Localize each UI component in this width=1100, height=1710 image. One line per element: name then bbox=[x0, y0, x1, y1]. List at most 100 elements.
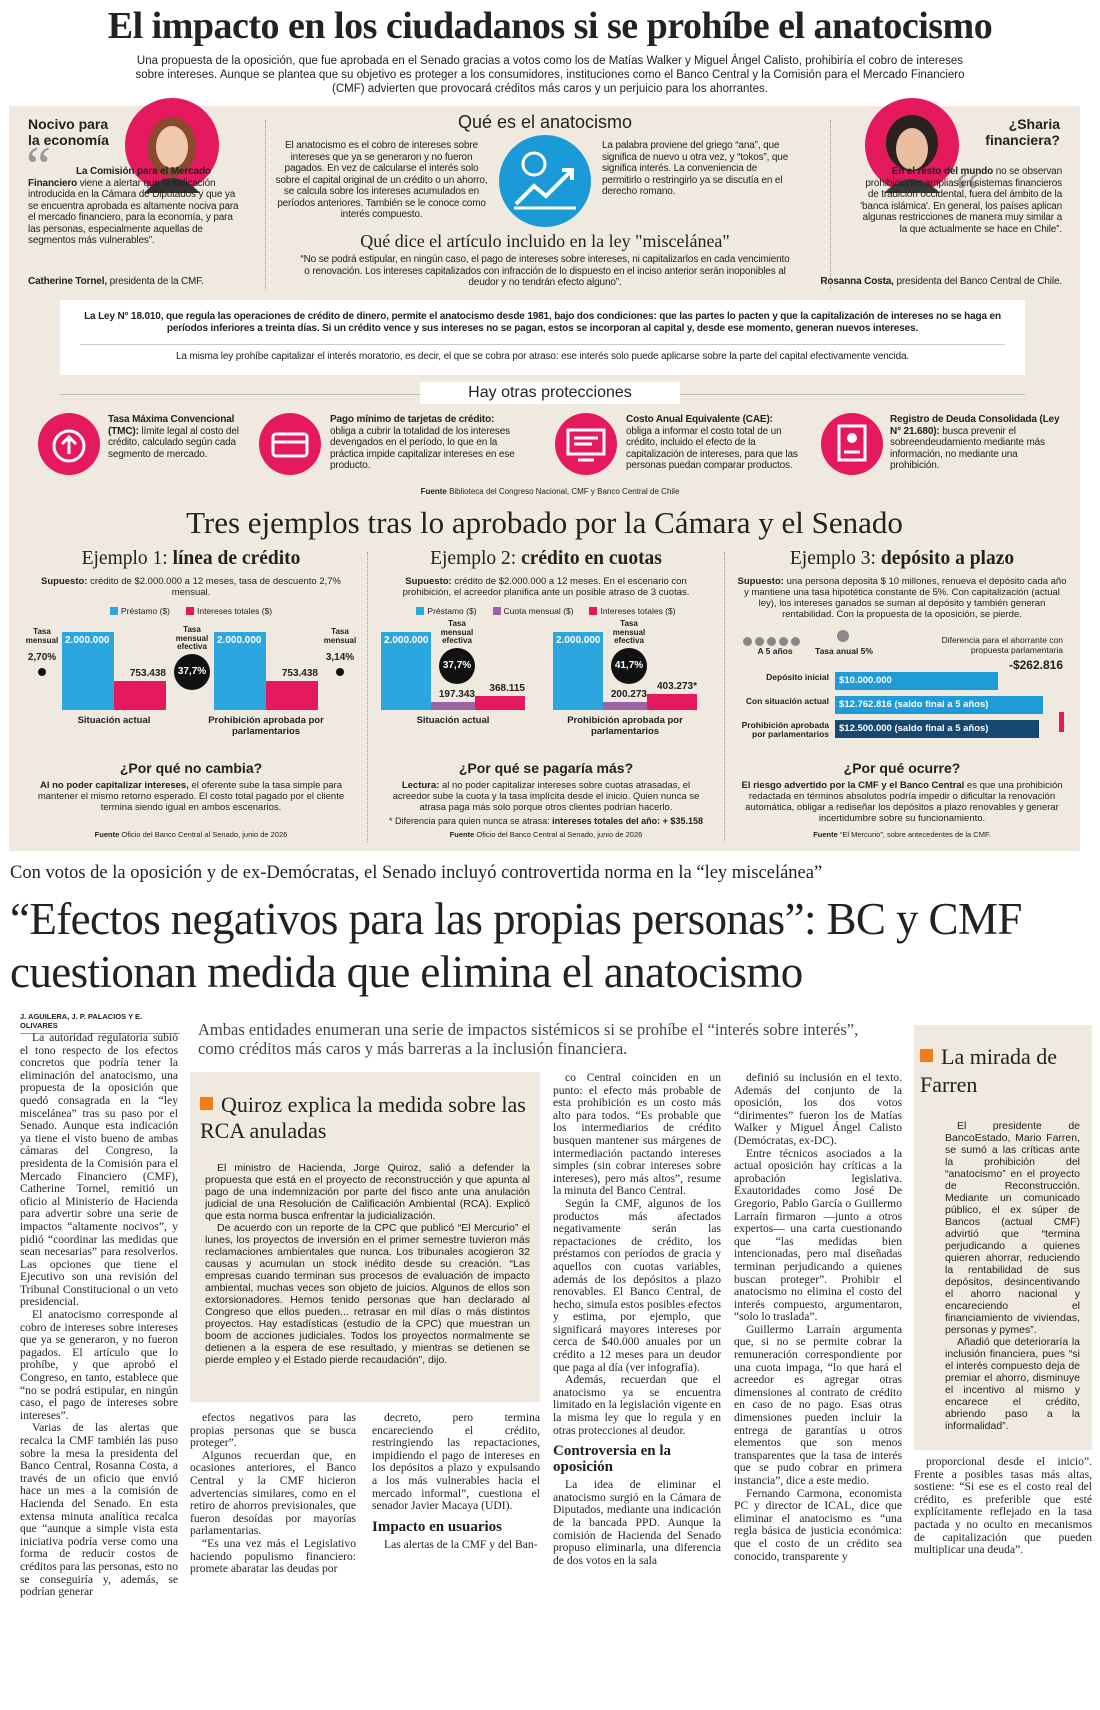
sidebar-title: Quiroz explica la medida sobre las RCA a… bbox=[200, 1092, 530, 1144]
bar bbox=[114, 680, 166, 710]
legend-label: Intereses totales ($) bbox=[600, 606, 676, 616]
marker bbox=[200, 1097, 213, 1110]
paragraph: Guillermo Larraín argumenta que, si no s… bbox=[734, 1322, 902, 1487]
shape bbox=[847, 433, 857, 443]
legend-label: Préstamo ($) bbox=[120, 606, 170, 616]
sidebar-text: El presidente de BancoEstado, Mario Farr… bbox=[945, 1120, 1080, 1445]
paragraph: Entre técnicos asociados a la actual opo… bbox=[734, 1146, 902, 1324]
rule bbox=[80, 344, 1005, 345]
footnote-label: * Diferencia para quien nunca se atrasa: bbox=[389, 816, 550, 826]
shape bbox=[566, 428, 606, 456]
bar-label: 753.438 bbox=[281, 667, 318, 679]
bar-label: 200.273 bbox=[610, 689, 647, 701]
text: Tasa Máxima Convencional (TMC): bbox=[108, 414, 235, 437]
text: es que una prohibición redactada en térm… bbox=[745, 780, 1063, 824]
bar-label: 753.438 bbox=[129, 667, 166, 679]
info-intro: Una propuesta de la oposición, que fue a… bbox=[135, 55, 965, 95]
shape bbox=[52, 429, 86, 463]
icon bbox=[259, 413, 321, 475]
text: Pago mínimo de tarjetas de crédito: bbox=[330, 414, 495, 425]
source-label: Fuente bbox=[94, 830, 120, 839]
legend-swatch bbox=[589, 607, 598, 615]
rate-label: Tasa mensual efectiva bbox=[175, 625, 209, 651]
legend-item: Cuota mensual ($) bbox=[492, 606, 573, 616]
row-label: Con situación actual bbox=[745, 696, 829, 706]
bar-label: 403.273* bbox=[656, 681, 697, 693]
example: Ejemplo 2: crédito en cuotas Supuesto: cr… bbox=[377, 548, 715, 848]
text: Registro de Deuda Consolidada (Ley N° 21… bbox=[890, 414, 1060, 437]
heading-pre: Ejemplo 2: bbox=[430, 548, 517, 569]
column: decreto, pero termina encareciendo el cr… bbox=[372, 1412, 540, 1708]
paragraph: Añadió que deterioraría la inclusión fin… bbox=[945, 1336, 1080, 1432]
text: Costo Anual Equivalente (CAE): bbox=[626, 414, 773, 425]
sidebar bbox=[914, 1025, 1092, 1450]
value-label: $10.000.000 bbox=[839, 675, 892, 686]
label: Supuesto: bbox=[737, 576, 784, 587]
icon bbox=[821, 413, 883, 475]
paragraph: co Central coinciden en un punto: el efe… bbox=[553, 1072, 721, 1198]
paragraph: “Es una vez más el Legislativo haciendo … bbox=[190, 1536, 356, 1576]
sidebar bbox=[190, 1072, 540, 1402]
text: no se observan prohibiciones amplias en … bbox=[860, 166, 1062, 235]
paragraph: Además, recuerdan que el anatocismo ya s… bbox=[553, 1373, 721, 1437]
lead: Al no poder capitalizar intereses, bbox=[39, 780, 189, 791]
left-attribution: Catherine Tornel, presidenta de la CMF. bbox=[28, 276, 258, 288]
sidebar-text: El ministro de Hacienda, Jorge Quiroz, s… bbox=[205, 1162, 530, 1397]
protection: Pago mínimo de tarjetas de crédito: obli… bbox=[330, 414, 515, 472]
divider bbox=[830, 120, 831, 290]
shape bbox=[514, 170, 572, 206]
footnote-text: intereses totales del año: + $35.158 bbox=[552, 816, 703, 826]
question: ¿Por qué ocurre? bbox=[843, 760, 961, 776]
portrait bbox=[865, 98, 959, 193]
paragraph: Según la CMF, algunos de los productos m… bbox=[553, 1196, 721, 1374]
note: (saldo final a 5 años) bbox=[894, 699, 989, 710]
bar-label: 2.000.000 bbox=[65, 635, 110, 646]
group-label: Prohibición aprobada por parlamentarios bbox=[567, 715, 683, 737]
row-label: Depósito inicial bbox=[766, 672, 829, 682]
bar bbox=[835, 696, 1043, 714]
assumption: Supuesto: una persona deposita $ 10 mill… bbox=[737, 576, 1067, 620]
text: La Comisión para el Mercado Financiero bbox=[28, 166, 211, 189]
bar bbox=[647, 694, 697, 710]
row-label: Prohibición aprobada por parlamentarios bbox=[741, 720, 829, 739]
paragraph: El ministro de Hacienda, Jorge Quiroz, s… bbox=[205, 1162, 530, 1222]
rate-label: Tasa mensual bbox=[323, 627, 357, 645]
shape bbox=[499, 135, 591, 227]
paragraph: Varias de las alertas que recalca la CMF… bbox=[20, 1421, 178, 1599]
text: En el resto del mundo bbox=[891, 166, 994, 177]
bar bbox=[266, 680, 318, 710]
bar-label: $12.762.816 (saldo final a 5 años) bbox=[839, 699, 988, 710]
bar bbox=[214, 632, 266, 710]
legend-swatch bbox=[186, 607, 194, 615]
paragraph: El anatocismo corresponde al cobro de in… bbox=[20, 1308, 178, 1422]
source: Fuente “El Mercurio”, sobre antecedentes… bbox=[733, 830, 1071, 839]
protection: Registro de Deuda Consolidada (Ley N° 21… bbox=[890, 414, 1060, 472]
article-quote: “No se podrá estipular, en ningún caso, … bbox=[300, 254, 790, 288]
kicker: Con votos de la oposición y de ex-Demócr… bbox=[10, 863, 823, 883]
text: Fuente bbox=[420, 487, 447, 496]
bar bbox=[62, 632, 114, 710]
heading-name: crédito en cuotas bbox=[521, 548, 662, 569]
paragraph: De acuerdo con un reporte de la CPC que … bbox=[205, 1222, 530, 1366]
bar bbox=[553, 632, 603, 710]
paragraph: El presidente de BancoEstado, Mario Farr… bbox=[945, 1120, 1080, 1336]
legend-item: Intereses totales ($) bbox=[186, 606, 272, 616]
text: el oferente sube la tasa simple para man… bbox=[37, 780, 345, 813]
shape bbox=[259, 413, 321, 475]
quote-mark: “ bbox=[26, 136, 51, 198]
subhead: Controversia en la oposición bbox=[553, 1443, 672, 1476]
assumption: Supuesto: crédito de $2.000.000 a 12 mes… bbox=[26, 576, 356, 598]
paragraph: La idea de eliminar el anatocismo surgió… bbox=[553, 1478, 721, 1567]
paragraph: Las alertas de la CMF y del Ban- bbox=[384, 1537, 538, 1551]
example-heading: Ejemplo 2: crédito en cuotas bbox=[377, 548, 715, 570]
column: co Central coinciden en un punto: el efe… bbox=[553, 1072, 721, 1708]
text: una persona deposita $ 10 millones, renu… bbox=[744, 576, 1067, 620]
source: Fuente Oficio del Banco Central al Senad… bbox=[377, 830, 715, 839]
example: Ejemplo 3: depósito a plazo Supuesto: una… bbox=[733, 548, 1071, 848]
shape bbox=[156, 126, 188, 168]
period: A 5 años bbox=[757, 646, 793, 656]
legend-swatch bbox=[416, 607, 425, 615]
source-label: Fuente bbox=[813, 830, 838, 839]
label: Supuesto: bbox=[41, 576, 88, 587]
